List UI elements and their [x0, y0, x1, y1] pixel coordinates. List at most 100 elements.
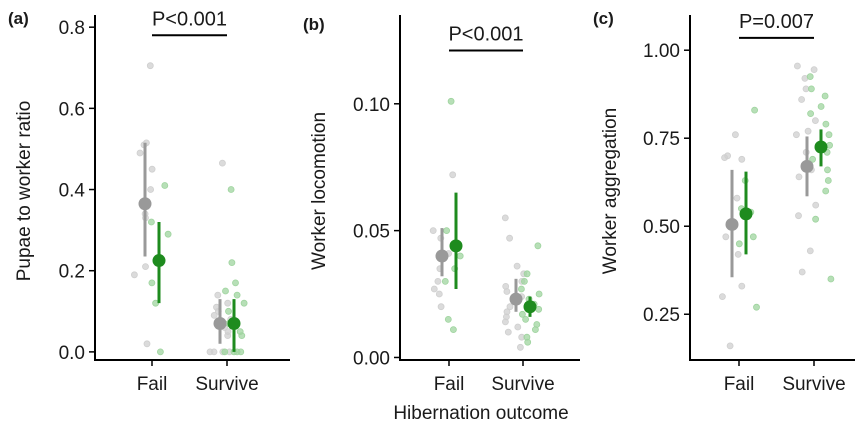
raw-point — [148, 279, 156, 287]
raw-point — [817, 103, 825, 110]
y-tick-label: 0.50 — [643, 217, 680, 238]
raw-point — [719, 293, 726, 301]
panel-a-ylabel: Pupae to worker ratio — [14, 101, 35, 282]
raw-point — [734, 250, 742, 258]
y-tick-label: 0.6 — [59, 99, 85, 120]
panel-b-ylabel: Worker locomotion — [309, 112, 330, 270]
raw-point — [506, 234, 514, 242]
significance-label: P<0.001 — [152, 8, 227, 30]
raw-point — [738, 282, 746, 290]
raw-point — [822, 120, 830, 128]
raw-point — [430, 285, 438, 293]
raw-point — [798, 96, 805, 103]
x-tick-label: Survive — [782, 374, 845, 395]
raw-point — [808, 85, 815, 93]
x-tick-label: Survive — [195, 374, 258, 395]
raw-point — [513, 262, 521, 270]
raw-point — [794, 62, 801, 70]
significance-label: P=0.007 — [739, 11, 814, 33]
panel-c: (c) Worker aggregation 0.25 0.50 0.75 1.00 F… — [593, 9, 855, 395]
raw-point — [810, 66, 818, 73]
raw-point — [218, 159, 226, 167]
significance-label: P<0.001 — [448, 24, 523, 46]
y-tick-label: 0.4 — [59, 181, 86, 202]
mean-point — [800, 159, 814, 173]
raw-point — [826, 141, 833, 149]
raw-point — [524, 338, 532, 346]
raw-point — [812, 201, 820, 209]
raw-point — [146, 62, 154, 70]
raw-point — [806, 73, 814, 80]
raw-point — [825, 131, 833, 139]
panel-c-ylabel: Worker aggregation — [600, 108, 621, 275]
raw-point — [735, 240, 743, 248]
panel-c-label: (c) — [593, 9, 614, 28]
raw-point — [798, 268, 806, 276]
raw-point — [228, 259, 236, 267]
mean-point — [213, 316, 227, 330]
panel-a-label: (a) — [8, 9, 29, 28]
raw-point — [225, 307, 232, 315]
raw-point — [456, 252, 464, 260]
raw-point — [514, 323, 522, 331]
mean-point — [739, 207, 753, 221]
raw-point — [148, 165, 156, 173]
raw-point — [214, 291, 222, 299]
mean-point — [814, 140, 828, 154]
x-tick-label: Fail — [724, 374, 755, 395]
raw-point — [795, 212, 802, 220]
raw-point — [232, 279, 239, 287]
x-tick-label: Survive — [491, 374, 554, 395]
raw-point — [721, 154, 728, 162]
y-tick-label: 0.25 — [643, 305, 680, 326]
raw-point — [504, 328, 512, 336]
raw-point — [449, 326, 457, 334]
raw-point — [437, 303, 445, 311]
mean-point — [435, 249, 449, 263]
raw-point — [722, 233, 730, 241]
raw-point — [447, 97, 455, 105]
raw-point — [136, 149, 144, 157]
raw-point — [210, 348, 218, 356]
raw-point — [164, 230, 172, 238]
raw-point — [441, 277, 449, 285]
mean-point — [509, 292, 523, 306]
raw-point — [518, 285, 525, 293]
raw-point — [444, 315, 452, 323]
mean-point — [449, 239, 463, 253]
raw-point — [435, 290, 443, 298]
raw-point — [501, 318, 509, 326]
raw-point — [732, 131, 739, 139]
y-tick-label: 0.8 — [59, 18, 85, 39]
raw-point — [233, 291, 241, 299]
raw-point — [812, 117, 819, 124]
raw-point — [501, 214, 509, 222]
raw-point — [222, 287, 229, 295]
raw-point — [161, 182, 169, 189]
raw-point — [738, 155, 746, 163]
raw-point — [522, 315, 529, 323]
raw-point — [227, 186, 235, 193]
raw-point — [142, 263, 149, 271]
raw-point — [130, 271, 138, 279]
x-tick-label: Fail — [434, 374, 465, 395]
y-tick-label: 0.10 — [353, 95, 390, 116]
raw-point — [804, 127, 812, 135]
raw-point — [535, 290, 543, 298]
raw-point — [726, 342, 734, 350]
panel-c-plot: 0.25 0.50 0.75 1.00 Fail Survive P=0.007 — [643, 11, 855, 395]
raw-point — [749, 233, 757, 241]
raw-point — [152, 299, 160, 307]
raw-point — [809, 155, 816, 163]
raw-point — [806, 247, 814, 255]
raw-point — [795, 173, 803, 181]
raw-point — [449, 171, 457, 179]
raw-point — [147, 186, 155, 193]
raw-point — [224, 332, 232, 340]
y-tick-label: 0.00 — [353, 348, 390, 369]
mean-point — [138, 197, 152, 211]
raw-point — [443, 227, 451, 235]
panel-b: (b) Worker locomotion 0.00 0.05 0.10 Fail Su… — [303, 15, 580, 395]
raw-point — [434, 277, 442, 285]
shared-xlabel: Hibernation outcome — [393, 403, 568, 422]
